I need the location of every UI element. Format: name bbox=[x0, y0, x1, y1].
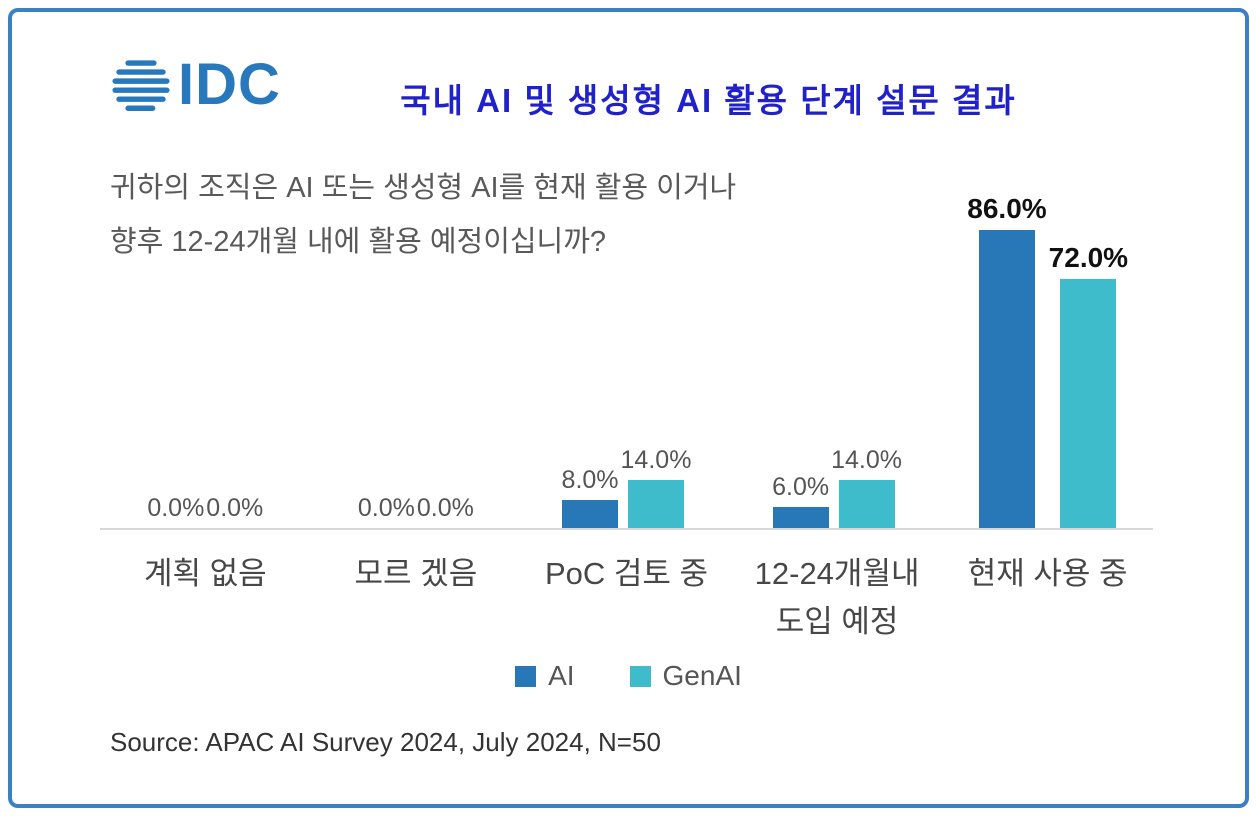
value-label-ai: 8.0% bbox=[561, 466, 619, 495]
value-label-ai: 0.0% bbox=[357, 494, 415, 522]
bar-chart-plot: 0.0% 0.0% 0.0% 0.0% 8.0% 14.0% 6.0% 14.0% 86.0% 7… bbox=[100, 182, 1153, 530]
bar-wrap-ai: 0.0% bbox=[147, 494, 204, 528]
source-note: Source: APAC AI Survey 2024, July 2024, … bbox=[110, 727, 661, 757]
survey-question-line2: 향후 12-24개월 내에 활용 예정이십니까? bbox=[110, 225, 607, 258]
value-label-ai: 0.0% bbox=[147, 494, 205, 522]
bar-wrap-genai: 14.0% bbox=[620, 445, 692, 528]
bar-group: 8.0% 14.0% bbox=[521, 182, 732, 528]
value-label-genai: 14.0% bbox=[620, 445, 692, 474]
legend-item-ai: AI bbox=[515, 660, 575, 692]
legend-item-genai: GenAI bbox=[629, 660, 742, 692]
idc-globe-icon bbox=[112, 60, 170, 111]
chart-legend: AI GenAI bbox=[12, 660, 1245, 692]
bar-wrap-ai: 0.0% bbox=[358, 494, 415, 528]
bar-ai bbox=[772, 507, 829, 528]
bar-wrap-ai: 86.0% bbox=[967, 193, 1047, 528]
category-label: 12-24개월내 도입 예정 bbox=[754, 556, 920, 640]
page-title: 국내 AI 및 생성형 AI 활용 단계 설문 결과 bbox=[400, 82, 1017, 119]
value-label-ai: 86.0% bbox=[967, 193, 1047, 225]
bar-genai bbox=[627, 479, 684, 528]
value-label-genai: 0.0% bbox=[416, 494, 474, 522]
survey-question: 귀하의 조직은 AI 또는 생성형 AI를 현재 활용 이거나 향후 12-24… bbox=[110, 162, 736, 269]
legend-label-ai: AI bbox=[548, 660, 575, 691]
bar-ai bbox=[562, 500, 619, 528]
bar-wrap-genai: 14.0% bbox=[831, 446, 902, 528]
bar-genai bbox=[1060, 278, 1117, 528]
bar-group: 6.0% 14.0% bbox=[732, 182, 943, 528]
idc-logo: IDC bbox=[110, 54, 281, 116]
survey-question-line1: 귀하의 조직은 AI 또는 생성형 AI를 현재 활용 이거나 bbox=[110, 172, 737, 204]
category-label: 계획 없음 bbox=[143, 556, 267, 591]
bar-wrap-ai: 8.0% bbox=[562, 466, 619, 528]
bar-ai bbox=[978, 230, 1035, 528]
category-label: 현재 사용 중 bbox=[967, 556, 1128, 591]
legend-label-genai: GenAI bbox=[662, 660, 742, 691]
value-label-genai: 14.0% bbox=[831, 445, 903, 474]
bar-wrap-ai: 6.0% bbox=[772, 473, 829, 528]
bar-wrap-genai: 0.0% bbox=[206, 494, 263, 528]
bar-wrap-genai: 0.0% bbox=[417, 494, 474, 528]
bar-wrap-genai: 72.0% bbox=[1049, 242, 1128, 528]
category-axis: 계획 없음 모르 겠음 PoC 검토 중 12-24개월내 도입 예정 현재 사용 중 bbox=[100, 550, 1153, 646]
bar-group: 0.0% 0.0% bbox=[100, 182, 311, 528]
category-label: 모르 겠음 bbox=[354, 556, 478, 591]
legend-swatch-ai bbox=[515, 665, 537, 687]
category-label: PoC 검토 중 bbox=[544, 556, 709, 591]
idc-logo-text: IDC bbox=[178, 52, 281, 117]
bar-genai bbox=[838, 479, 895, 528]
value-label-genai: 72.0% bbox=[1048, 241, 1129, 273]
legend-swatch-genai bbox=[629, 665, 651, 687]
value-label-ai: 6.0% bbox=[772, 473, 830, 502]
bar-group: 86.0% 72.0% bbox=[942, 182, 1153, 528]
bar-group: 0.0% 0.0% bbox=[311, 182, 522, 528]
value-label-genai: 0.0% bbox=[206, 494, 264, 522]
chart-card: IDC 국내 AI 및 생성형 AI 활용 단계 설문 결과 귀하의 조직은 A… bbox=[8, 8, 1249, 808]
